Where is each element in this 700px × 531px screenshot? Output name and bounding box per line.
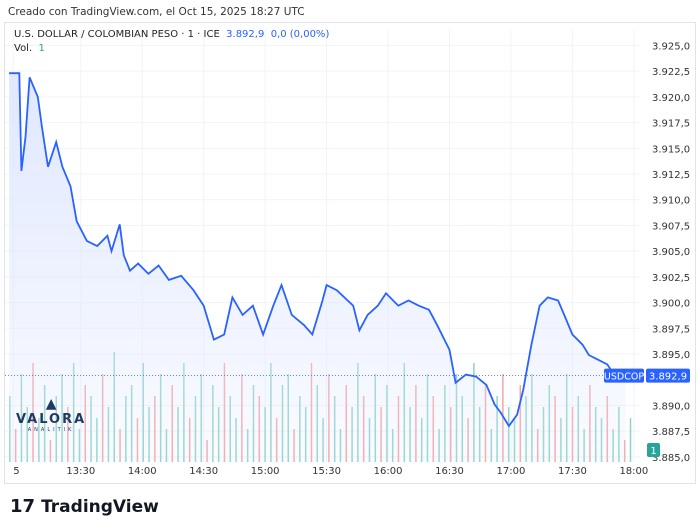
tradingview-brand: TradingView bbox=[41, 496, 159, 517]
x-tick-label: 14:30 bbox=[189, 466, 218, 477]
symbol-label-bg bbox=[604, 368, 644, 383]
y-tick-label: 3.925,0 bbox=[652, 41, 690, 52]
tradingview-footer[interactable]: 17 TradingView bbox=[10, 496, 159, 517]
last-price-label: 3.892,9 bbox=[649, 372, 687, 383]
x-tick-label: 17:30 bbox=[558, 466, 587, 477]
x-tick-label: 15:00 bbox=[251, 466, 280, 477]
y-tick-label: 3.887,5 bbox=[652, 427, 690, 438]
y-tick-label: 3.895,0 bbox=[652, 350, 690, 361]
y-tick-label: 3.917,5 bbox=[652, 119, 690, 130]
volume-value: 1 bbox=[38, 43, 45, 54]
x-tick-label: 13:30 bbox=[66, 466, 95, 477]
x-tick-label: 16:30 bbox=[435, 466, 464, 477]
x-tick-label: 18:00 bbox=[619, 466, 648, 477]
created-caption: Creado con TradingView.com, el Oct 15, 2… bbox=[8, 6, 305, 18]
watermark-name: VALORA bbox=[16, 412, 87, 427]
symbol-title[interactable]: U.S. DOLLAR / COLOMBIAN PESO · 1 · ICE bbox=[14, 29, 220, 40]
price-area bbox=[9, 73, 626, 462]
watermark-sub: ANALITIK bbox=[27, 427, 75, 433]
x-tick-label: 15:30 bbox=[312, 466, 341, 477]
y-tick-label: 3.910,0 bbox=[652, 196, 690, 207]
y-tick-label: 3.907,5 bbox=[652, 221, 690, 232]
volume-badge: 1 bbox=[650, 446, 656, 457]
y-tick-label: 3.922,5 bbox=[652, 67, 690, 78]
y-tick-label: 3.885,0 bbox=[652, 453, 690, 464]
y-tick-label: 3.912,5 bbox=[652, 170, 690, 181]
volume-badge-bg bbox=[647, 443, 660, 457]
x-tick-label: 16:00 bbox=[374, 466, 403, 477]
chart-legend: U.S. DOLLAR / COLOMBIAN PESO · 1 · ICE 3… bbox=[14, 28, 329, 56]
chart-frame bbox=[4, 22, 696, 484]
y-tick-label: 3.902,5 bbox=[652, 273, 690, 284]
legend-price: 3.892,9 bbox=[226, 29, 265, 40]
x-tick-label: 14:00 bbox=[128, 466, 157, 477]
y-tick-label: 3.897,5 bbox=[652, 324, 690, 335]
price-line bbox=[9, 72, 626, 428]
y-tick-label: 3.890,0 bbox=[652, 401, 690, 412]
last-price-label-bg bbox=[646, 368, 690, 383]
legend-change: 0,0 (0,00%) bbox=[270, 29, 330, 40]
y-tick-label: 3.905,0 bbox=[652, 247, 690, 258]
volume-label: Vol. bbox=[14, 43, 33, 54]
valora-watermark: ▲ VALORA ANALITIK bbox=[16, 396, 86, 433]
tradingview-logo-icon: 17 bbox=[10, 496, 36, 517]
valora-mountain-icon: ▲ bbox=[45, 396, 57, 412]
x-tick-label: 17:00 bbox=[497, 466, 526, 477]
y-tick-label: 3.915,0 bbox=[652, 144, 690, 155]
x-tick-label: 5 bbox=[13, 466, 19, 477]
symbol-label: USDCOP bbox=[604, 372, 644, 383]
y-tick-label: 3.920,0 bbox=[652, 93, 690, 104]
y-tick-label: 3.900,0 bbox=[652, 299, 690, 310]
volume-bar bbox=[629, 418, 632, 462]
